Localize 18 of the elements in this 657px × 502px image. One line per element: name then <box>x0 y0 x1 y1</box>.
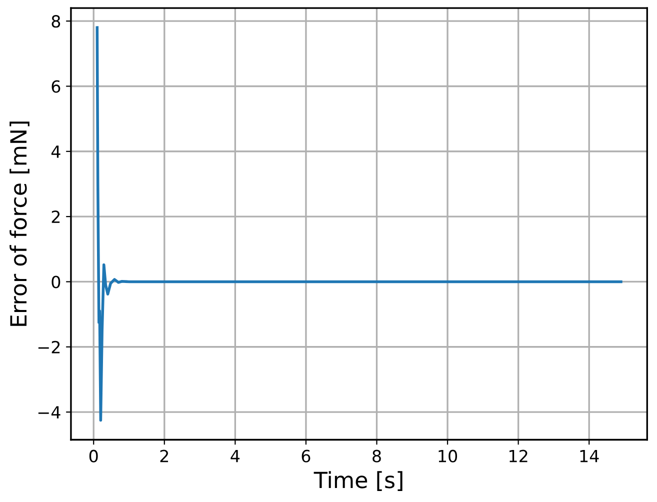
x-tick-label: 12 <box>510 450 528 462</box>
x-tick-label: 6 <box>302 450 310 462</box>
x-tick-label: 8 <box>372 450 381 462</box>
y-tick-label: −4 <box>38 406 60 418</box>
x-axis-title: Time [s] <box>314 471 402 491</box>
x-tick-label: 10 <box>438 450 458 462</box>
y-tick-label: −2 <box>38 340 60 354</box>
line-series <box>96 26 622 422</box>
y-tick-label: 0 <box>52 276 60 288</box>
x-tick-label: 14 <box>580 450 599 462</box>
y-tick-label: 6 <box>52 80 60 93</box>
x-tick-label: 4 <box>230 450 240 462</box>
x-tick-label: 2 <box>160 450 168 462</box>
y-axis-title: Error of force [mN] <box>10 122 30 326</box>
y-tick-label: 8 <box>52 15 60 28</box>
y-tick-label: 4 <box>51 146 60 158</box>
x-tick-label: 0 <box>89 450 98 462</box>
y-tick-label: 2 <box>52 210 60 223</box>
